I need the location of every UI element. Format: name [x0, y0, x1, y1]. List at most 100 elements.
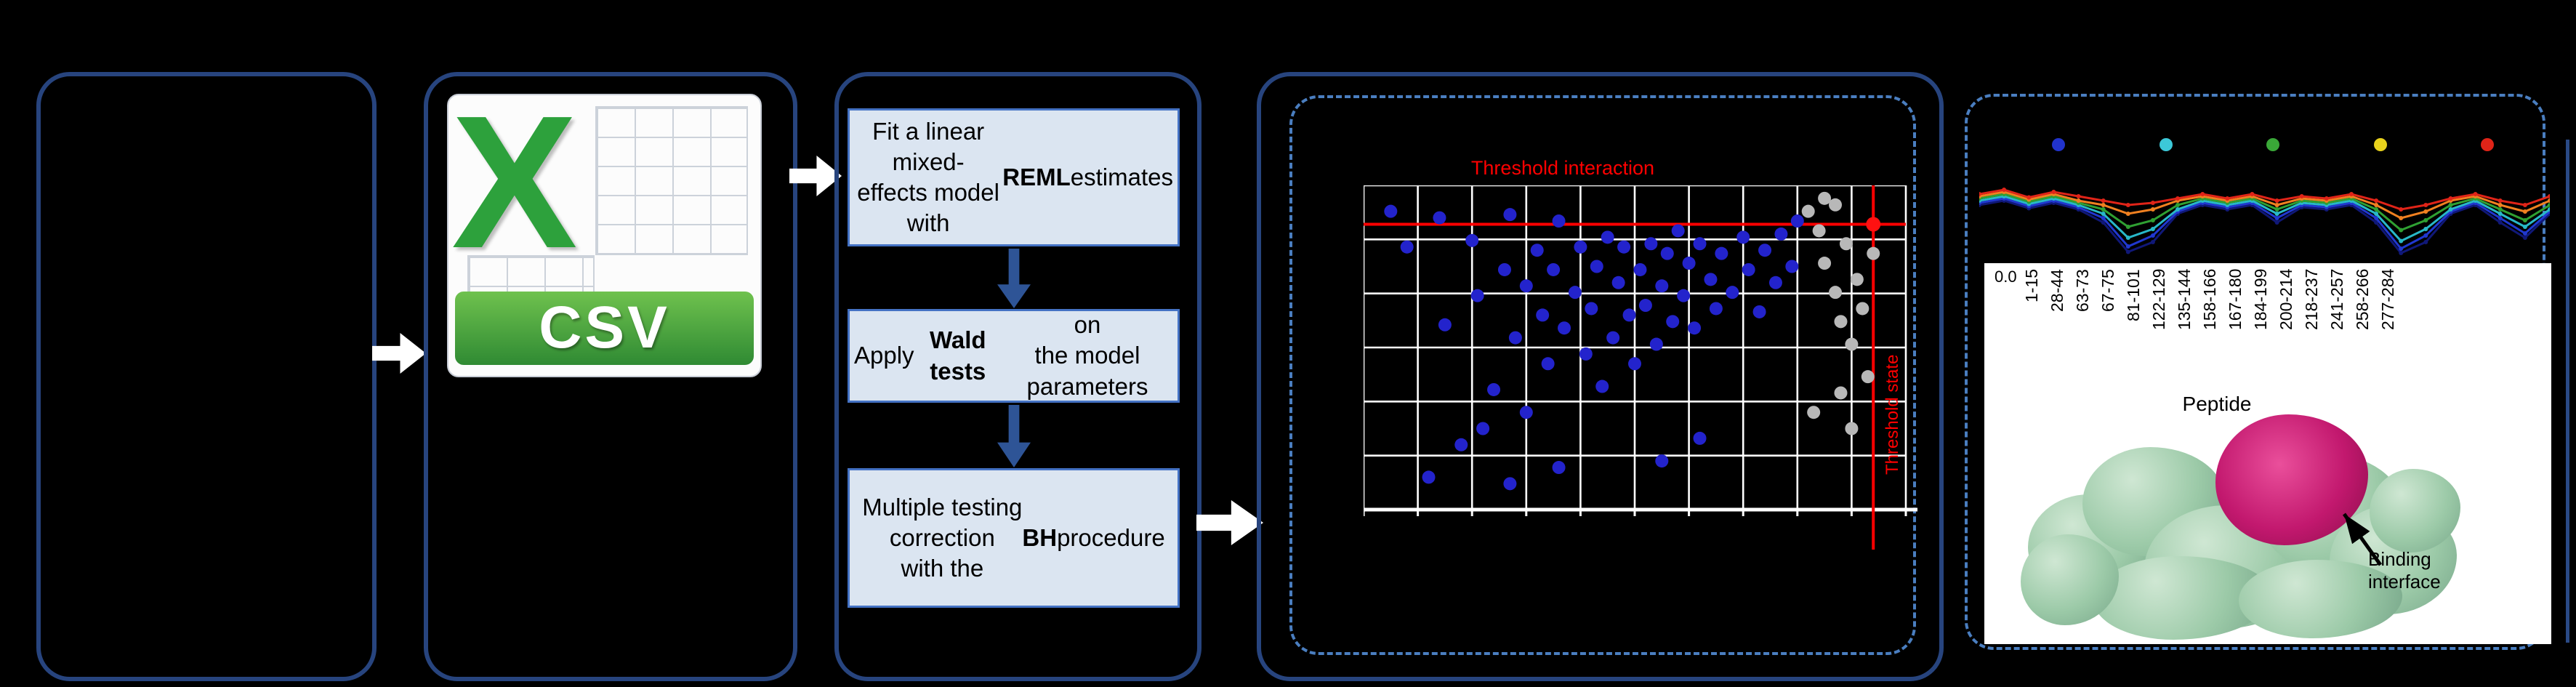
uptake-marker [2150, 207, 2155, 212]
scatter-point-blue [1774, 227, 1788, 241]
legend-dot [2052, 138, 2065, 151]
legend-dot [2373, 138, 2387, 151]
uptake-marker [2101, 220, 2106, 225]
scatter-point-blue [1590, 260, 1603, 273]
binding-interface-region [2215, 414, 2368, 545]
statistics-panel [834, 72, 1202, 681]
uptake-marker [2274, 212, 2279, 216]
uptake-marker [2423, 203, 2428, 207]
scatter-point-blue [1438, 318, 1452, 332]
peptide-tick-label: 258-266 [2353, 269, 2372, 331]
scatter-point-blue [1476, 422, 1490, 435]
uptake-marker [2399, 251, 2404, 255]
peptide-tick-label: 184-199 [2251, 269, 2270, 331]
scatter-point-blue [1579, 347, 1593, 361]
uptake-marker [2101, 216, 2106, 220]
arrow-right-icon [1196, 500, 1263, 545]
flow-step-text: procedure [1057, 523, 1165, 551]
scatter-point-blue [1693, 237, 1707, 251]
scatter-point-gray [1818, 191, 1832, 205]
uptake-marker [2274, 216, 2279, 220]
uptake-marker [2125, 249, 2130, 254]
uptake-marker [2374, 220, 2379, 225]
clipped-panel-border [2566, 140, 2569, 643]
y-tick-label: 0.0 [1995, 268, 2017, 286]
scatter-result-panel [1257, 72, 1944, 681]
scatter-point-gray [1839, 237, 1853, 251]
scatter-point-blue [1465, 233, 1479, 247]
uptake-marker [2150, 233, 2155, 238]
scatter-dashed-frame [1289, 95, 1916, 655]
scatter-point-blue [1693, 431, 1707, 445]
peptide-tick-label: 167-180 [2226, 269, 2245, 331]
uptake-line-red [1979, 188, 2551, 211]
uptake-marker [2522, 236, 2527, 240]
uptake-marker [2250, 192, 2255, 196]
scatter-plot [1362, 184, 1917, 563]
uptake-line-chart-svg [1977, 188, 2552, 255]
scatter-plot-svg [1362, 184, 1917, 550]
legend-dot [2159, 138, 2173, 151]
scatter-point-blue [1487, 382, 1501, 396]
scatter-point-gray [1867, 246, 1880, 260]
uptake-marker [2374, 216, 2379, 220]
flow-step-wald: Apply Wald tests on the model parameters [848, 309, 1180, 403]
scatter-point-gray [1856, 302, 1869, 316]
scatter-point-blue [1558, 321, 1571, 335]
uptake-marker [2324, 196, 2329, 201]
scatter-point-gray [1829, 198, 1843, 212]
scatter-point-blue [1519, 279, 1533, 293]
uptake-marker [2497, 220, 2503, 225]
flow-step-reml: Fit a linear mixed- effects model with R… [848, 108, 1180, 246]
uptake-line-green [1979, 193, 2551, 232]
scatter-point-gray [1829, 286, 1843, 300]
uptake-marker [2497, 216, 2503, 220]
flow-step-text: estimates [1070, 163, 1173, 190]
scatter-point-blue [1454, 438, 1468, 451]
uptake-marker [2051, 190, 2056, 194]
timepoint-legend [1979, 138, 2550, 153]
uptake-marker [2448, 207, 2453, 212]
uptake-line-navy [1979, 199, 2551, 254]
scatter-point-blue [1649, 337, 1663, 351]
csv-panel [424, 72, 797, 681]
uptake-marker [2101, 198, 2106, 203]
protein-structure [2021, 407, 2471, 640]
scatter-point-blue [1470, 289, 1484, 302]
uptake-marker [2002, 188, 2007, 192]
threshold-state-label: Threshold state [1883, 354, 1902, 475]
uptake-marker [2374, 203, 2379, 207]
scatter-point-blue [1433, 211, 1446, 225]
scatter-point-gray [1834, 315, 1848, 329]
uptake-marker [2423, 209, 2428, 214]
uptake-line-orange [1979, 190, 2551, 220]
scatter-point-blue [1384, 204, 1398, 218]
uptake-marker [2399, 246, 2404, 251]
uptake-marker [2026, 195, 2032, 200]
uptake-marker [2497, 198, 2503, 203]
csv-banner: CSV [454, 292, 754, 365]
scatter-point-blue [1552, 214, 1566, 228]
scatter-point-blue [1536, 308, 1550, 322]
uptake-marker [2448, 196, 2453, 201]
scatter-point-blue [1688, 321, 1702, 335]
flow-step-keyword: BH [1022, 523, 1058, 551]
binding-interface-label: Binding interface [2368, 548, 2441, 592]
uptake-marker [2175, 203, 2180, 207]
uptake-marker [2274, 220, 2279, 225]
uptake-marker [2125, 212, 2130, 216]
uptake-marker [2299, 194, 2304, 198]
peptide-tick-label: 63-73 [2073, 269, 2092, 312]
excel-x-logo: X [451, 77, 578, 288]
scatter-point-blue [1547, 262, 1561, 276]
flow-step-bh: Multiple testing correction with the BH … [848, 468, 1180, 608]
scatter-point-blue [1655, 454, 1669, 468]
uptake-marker [2349, 192, 2354, 196]
uptake-marker [2423, 240, 2428, 244]
peptide-tick-label: 122-129 [2149, 269, 2168, 331]
uptake-marker [2150, 218, 2155, 222]
uptake-marker [2473, 192, 2478, 196]
uptake-marker [2399, 228, 2404, 233]
protein-surface-blob [2370, 469, 2460, 553]
input-panel [36, 72, 377, 681]
